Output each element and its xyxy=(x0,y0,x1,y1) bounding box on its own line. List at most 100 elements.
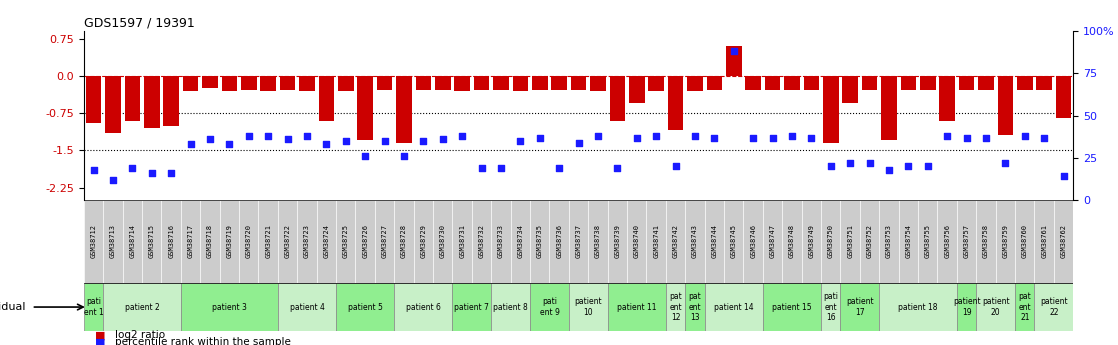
Text: ■: ■ xyxy=(95,331,110,340)
Point xyxy=(686,133,704,139)
Text: GSM38731: GSM38731 xyxy=(459,225,465,258)
Text: GSM38730: GSM38730 xyxy=(439,225,446,258)
Bar xyxy=(182,76,198,91)
Bar xyxy=(511,200,530,283)
Point xyxy=(745,135,762,140)
Bar xyxy=(316,200,337,283)
Text: GSM38713: GSM38713 xyxy=(110,225,116,258)
Text: GSM38759: GSM38759 xyxy=(1003,225,1008,258)
Bar xyxy=(491,200,511,283)
Bar xyxy=(1015,283,1034,331)
Bar xyxy=(530,283,569,331)
Point xyxy=(181,141,199,147)
Point xyxy=(201,137,219,142)
Bar xyxy=(1036,76,1052,90)
Bar xyxy=(435,76,451,90)
Bar xyxy=(666,283,685,331)
Bar xyxy=(86,76,102,123)
Point xyxy=(1035,135,1053,140)
Point xyxy=(996,160,1014,166)
Bar xyxy=(667,76,683,130)
Text: GSM38751: GSM38751 xyxy=(847,225,853,258)
Bar xyxy=(300,76,315,91)
Text: GSM38724: GSM38724 xyxy=(323,225,330,258)
Point xyxy=(299,133,316,139)
Text: GSM38740: GSM38740 xyxy=(634,225,639,258)
Text: ■: ■ xyxy=(95,337,110,345)
Bar xyxy=(472,200,491,283)
Bar xyxy=(551,76,567,90)
Text: patient 7: patient 7 xyxy=(454,303,490,312)
Text: patient
22: patient 22 xyxy=(1040,297,1068,317)
Bar xyxy=(688,76,703,91)
Bar xyxy=(433,200,453,283)
Point xyxy=(162,170,180,176)
Point xyxy=(143,170,161,176)
Point xyxy=(473,165,491,171)
Bar xyxy=(571,76,586,90)
Point xyxy=(376,138,394,144)
Bar xyxy=(704,283,762,331)
Bar xyxy=(685,283,704,331)
Point xyxy=(104,177,122,183)
Bar xyxy=(103,200,123,283)
Bar xyxy=(823,76,838,143)
Bar xyxy=(1054,200,1073,283)
Bar xyxy=(879,200,899,283)
Text: GSM38753: GSM38753 xyxy=(885,225,892,258)
Text: GSM38735: GSM38735 xyxy=(537,225,542,258)
Bar xyxy=(841,200,860,283)
Text: GSM38755: GSM38755 xyxy=(925,225,931,258)
Point xyxy=(666,164,684,169)
Text: GSM38754: GSM38754 xyxy=(906,225,911,258)
Text: patient
19: patient 19 xyxy=(953,297,980,317)
Bar xyxy=(648,76,664,91)
Text: percentile rank within the sample: percentile rank within the sample xyxy=(115,337,291,345)
Bar xyxy=(997,76,1013,136)
Bar xyxy=(862,76,878,90)
Bar xyxy=(746,76,761,90)
Bar xyxy=(454,76,470,91)
Point xyxy=(259,133,277,139)
Point xyxy=(220,141,238,147)
Text: GSM38739: GSM38739 xyxy=(615,225,620,258)
Text: patient 4: patient 4 xyxy=(290,303,324,312)
Text: GSM38757: GSM38757 xyxy=(964,225,969,258)
Bar xyxy=(608,200,627,283)
Bar xyxy=(200,200,219,283)
Bar xyxy=(181,200,200,283)
Text: patient
10: patient 10 xyxy=(575,297,603,317)
Bar xyxy=(161,200,181,283)
Bar xyxy=(802,200,821,283)
Text: GSM38729: GSM38729 xyxy=(420,225,426,258)
Bar xyxy=(821,283,841,331)
Point xyxy=(647,133,665,139)
Bar xyxy=(530,200,549,283)
Text: GSM38738: GSM38738 xyxy=(595,225,601,258)
Text: GSM38732: GSM38732 xyxy=(479,225,484,258)
Bar xyxy=(569,200,588,283)
Text: GSM38744: GSM38744 xyxy=(711,225,718,258)
Bar xyxy=(762,283,821,331)
Point xyxy=(977,135,995,140)
Point xyxy=(337,138,354,144)
Bar xyxy=(881,76,897,140)
Point xyxy=(919,164,937,169)
Bar xyxy=(860,200,879,283)
Bar xyxy=(396,76,411,143)
Text: pat
ent
12: pat ent 12 xyxy=(670,292,682,322)
Bar xyxy=(726,46,741,76)
Text: patient 3: patient 3 xyxy=(212,303,247,312)
Point xyxy=(123,165,141,171)
Bar xyxy=(319,76,334,120)
Text: GDS1597 / 19391: GDS1597 / 19391 xyxy=(84,17,195,30)
Bar xyxy=(784,76,799,90)
Point xyxy=(550,165,568,171)
Text: GSM38762: GSM38762 xyxy=(1061,225,1067,258)
Bar xyxy=(375,200,395,283)
Text: GSM38736: GSM38736 xyxy=(556,225,562,258)
Bar xyxy=(453,283,491,331)
Bar xyxy=(358,76,373,140)
Bar xyxy=(512,76,528,91)
Text: GSM38748: GSM38748 xyxy=(789,225,795,258)
